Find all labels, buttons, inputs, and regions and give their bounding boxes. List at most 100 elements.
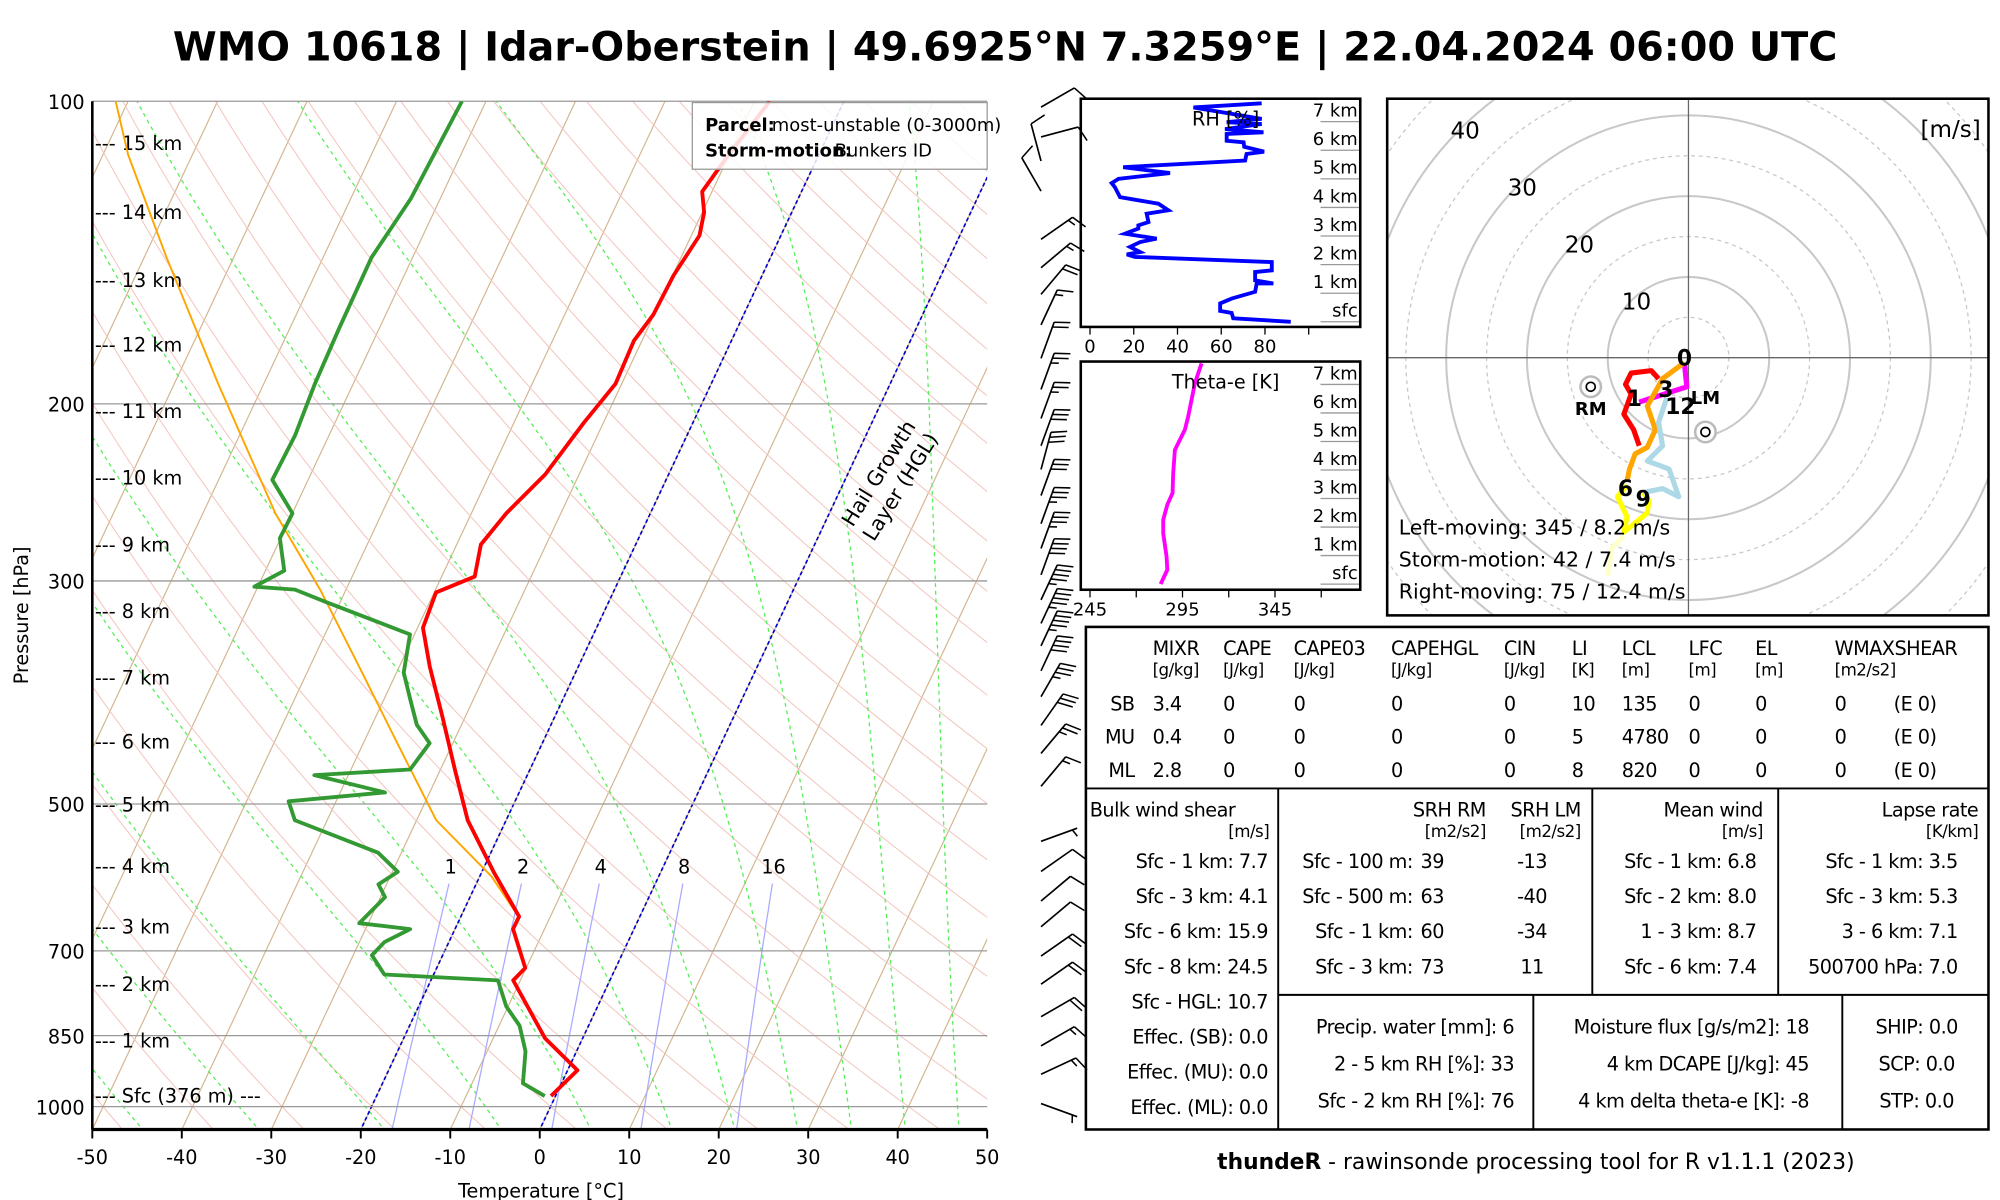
lapse-rate-row: 3 - 6 km: 7.1 xyxy=(1842,920,1958,943)
table-cell: 0 xyxy=(1688,726,1700,749)
table-cell: 0 xyxy=(1504,759,1516,782)
column-unit: [g/kg] xyxy=(1153,661,1199,680)
table-cell: 0 xyxy=(1223,759,1235,782)
height-label: 7 km xyxy=(1313,363,1358,384)
dry-adiabat-line xyxy=(122,101,988,1038)
storm-motion-text: Left-moving: 345 / 8.2 m/s xyxy=(1399,516,1670,540)
dry-adiabat-line xyxy=(92,494,669,1130)
wind-barb xyxy=(1030,114,1046,162)
bulk-shear-row: Effec. (MU): 0.0 xyxy=(1127,1061,1268,1084)
x-tick-label: -10 xyxy=(435,1146,466,1169)
bulk-shear-row: Sfc - 6 km: 15.9 xyxy=(1124,920,1268,943)
moist-adiabat-line xyxy=(296,101,799,1130)
legend-box xyxy=(691,101,988,170)
dry-adiabat-line xyxy=(168,101,988,977)
mixing-ratio-line xyxy=(468,883,523,1130)
wind-barb xyxy=(1040,321,1071,359)
moist-adiabat-line xyxy=(737,101,906,1130)
wind-barb xyxy=(1040,662,1077,698)
height-label: --- 15 km xyxy=(95,132,182,155)
x-tick-label: -50 xyxy=(77,1146,108,1169)
mean-wind-title: Mean wind xyxy=(1664,799,1763,822)
srh-row-label: Sfc - 100 m: xyxy=(1302,850,1413,873)
panel-frame xyxy=(1079,360,1362,592)
theta-e-panel: sfc 1 km 2 km 3 km 4 km 5 km 6 km 7 km Theta-e [… xyxy=(1073,360,1362,620)
isotherm-line xyxy=(897,937,988,1130)
height-label: 4 km xyxy=(1313,449,1358,470)
table-cell-extra: (E 0) xyxy=(1894,726,1937,749)
srh-lm-title: SRH LM xyxy=(1510,799,1580,822)
hodograph-height-mark: 6 xyxy=(1618,477,1633,502)
isotherm-line xyxy=(449,101,935,1130)
hodograph-ring xyxy=(1123,0,2000,923)
rm-marker-dot xyxy=(1585,381,1597,393)
bulk-shear-row: Sfc - 3 km: 4.1 xyxy=(1136,885,1268,908)
wind-barb xyxy=(1040,216,1087,241)
lm-marker xyxy=(1693,420,1717,444)
table-cell: 820 xyxy=(1622,759,1657,782)
pressure-tick-label: 500 xyxy=(48,794,85,817)
hodograph-ring-label: 20 xyxy=(1565,232,1594,258)
table-cell: 0.4 xyxy=(1153,726,1182,749)
wind-barb xyxy=(1040,610,1074,647)
height-label: 7 km xyxy=(1313,101,1358,122)
moist-adiabat-line xyxy=(92,770,386,1130)
lm-label: LM xyxy=(1691,388,1720,409)
height-label: --- 1 km xyxy=(95,1029,170,1052)
dry-adiabat-line xyxy=(446,101,988,644)
mixing-ratio-label: 8 xyxy=(678,856,690,879)
column-unit: [m2/s2] xyxy=(1835,661,1896,680)
height-label: 5 km xyxy=(1313,158,1358,179)
wind-barb xyxy=(1040,901,1085,928)
hodograph-height-mark: 0 xyxy=(1677,346,1692,371)
hodograph-segment xyxy=(1614,483,1652,535)
mean-wind-row: Sfc - 6 km: 7.4 xyxy=(1624,955,1757,978)
pressure-tick-label: 100 xyxy=(48,91,85,114)
hodograph-segment xyxy=(1605,534,1626,577)
isotherm-line xyxy=(807,747,988,1130)
bulk-shear-row: Effec. (SB): 0.0 xyxy=(1132,1026,1268,1049)
wind-barb xyxy=(1040,723,1082,754)
dry-adiabat-line xyxy=(632,101,988,444)
x-tick-label: 245 xyxy=(1073,599,1107,620)
wind-barb xyxy=(1040,996,1087,1018)
hodograph-segment xyxy=(1621,368,1661,447)
bulk-shear-title: Bulk wind shear xyxy=(1090,799,1236,822)
parcel-legend: Parcel:most-unstable (0-3000m) Storm-moti… xyxy=(691,101,1001,170)
dry-adiabat-line xyxy=(92,986,214,1130)
srh-rm-value: 63 xyxy=(1421,885,1444,908)
table-cell: 0 xyxy=(1504,692,1516,715)
height-label: sfc xyxy=(1332,563,1358,584)
column-header: EL xyxy=(1755,637,1778,660)
hodograph-ring-label: 30 xyxy=(1508,175,1537,201)
height-label: --- 8 km xyxy=(95,600,170,623)
wind-barb xyxy=(1040,693,1079,726)
rm-marker xyxy=(1579,375,1603,399)
table-cell: 2.8 xyxy=(1153,759,1182,782)
wind-barb xyxy=(1040,408,1071,447)
table-cell: 135 xyxy=(1622,692,1657,715)
height-label: --- 9 km xyxy=(95,533,170,556)
x-tick-label: 20 xyxy=(1122,337,1145,358)
legend-parcel-label: Parcel: xyxy=(705,115,775,136)
table-cell: 0 xyxy=(1755,692,1767,715)
height-label: --- 3 km xyxy=(95,915,170,938)
wind-barb xyxy=(1040,1102,1078,1124)
isotherm-line xyxy=(92,101,487,941)
hodograph-height-mark: 3 xyxy=(1658,378,1673,403)
mean-wind-row: 1 - 3 km: 8.7 xyxy=(1640,920,1756,943)
column-header: WMAXSHEAR xyxy=(1835,637,1958,660)
pressure-tick-label: 850 xyxy=(48,1025,85,1048)
moisture-row: Sfc - 2 km RH [%]: 76 xyxy=(1318,1090,1515,1113)
mixing-ratio-label: 16 xyxy=(761,856,785,879)
x-tick-label: -20 xyxy=(345,1146,376,1169)
mixing-ratio-line xyxy=(551,883,600,1130)
wind-barb xyxy=(1040,827,1078,843)
column-unit: [m] xyxy=(1688,661,1716,680)
column-header: CAPEHGL xyxy=(1391,637,1479,660)
rm-label: RM xyxy=(1575,399,1607,420)
dewpoint-line xyxy=(252,101,546,1098)
dry-adiabat-line xyxy=(493,101,988,592)
